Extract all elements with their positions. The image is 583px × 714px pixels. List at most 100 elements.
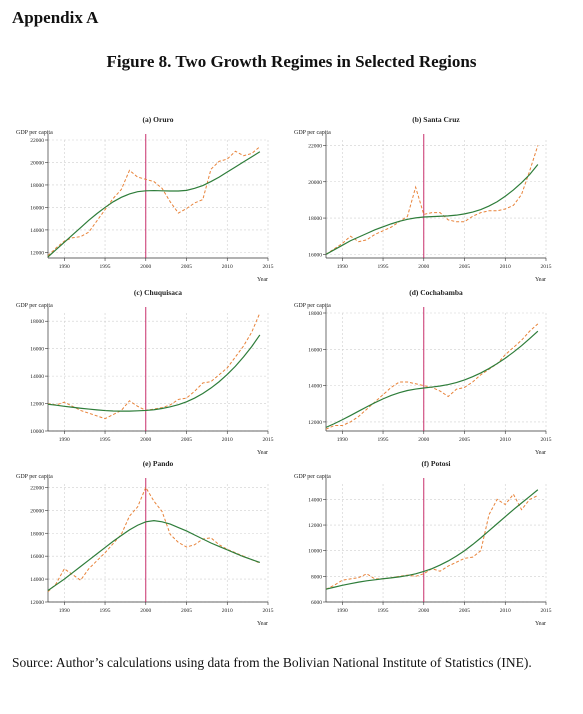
x-tick-label: 1990 (59, 264, 70, 270)
x-tick-label: 2005 (459, 264, 470, 270)
panel-pando: (e) Pando GDP per capita Year 12000 14000 160… (14, 456, 284, 626)
y-axis-label: GDP per capita (294, 130, 331, 136)
x-axis-label: Year (535, 450, 546, 455)
x-tick-label: 2000 (418, 264, 429, 270)
x-tick-label: 2005 (459, 608, 470, 614)
y-tick-label: 20000 (30, 160, 44, 166)
series-line-trend (47, 520, 261, 592)
x-tick-label: 2000 (140, 437, 151, 443)
chart-svg: (d) Cochabamba GDP per capita Year 12000 140… (294, 288, 552, 455)
y-tick-label: 18000 (30, 319, 44, 325)
series-line-actual (325, 493, 539, 590)
y-tick-label: 8000 (311, 574, 322, 580)
chart-title: (c) Chuquisaca (134, 288, 182, 297)
chart-svg: (c) Chuquisaca GDP per capita Year 10000 120… (16, 288, 274, 455)
y-tick-label: 10000 (30, 429, 44, 435)
y-tick-label: 18000 (308, 311, 322, 317)
source-note: Source: Author’s calculations using data… (12, 655, 532, 670)
x-tick-label: 1990 (59, 437, 70, 443)
y-tick-label: 16000 (308, 347, 322, 353)
x-tick-label: 2010 (500, 264, 511, 270)
chart-svg: (b) Santa Cruz GDP per capita Year 16000 180… (294, 115, 552, 282)
y-tick-label: 16000 (30, 205, 44, 211)
x-tick-label: 2015 (541, 264, 552, 270)
chart-svg: (e) Pando GDP per capita Year 12000 14000 160… (16, 459, 274, 626)
panel-chuquisaca: (c) Chuquisaca GDP per capita Year 10000 120… (14, 285, 284, 455)
x-tick-label: 1995 (100, 608, 111, 614)
x-tick-label: 1995 (378, 608, 389, 614)
x-tick-label: 2015 (541, 608, 552, 614)
series-line-trend (47, 334, 261, 412)
x-axis-label: Year (257, 621, 268, 626)
panel-oruro: (a) Oruro GDP per capita Year 12000 14000 160… (14, 112, 284, 282)
y-axis-label: GDP per capita (16, 130, 53, 136)
x-tick-label: 2010 (222, 264, 233, 270)
series-line-actual (325, 145, 539, 255)
x-axis-label: Year (257, 277, 268, 282)
chart-title: (d) Cochabamba (409, 288, 463, 297)
panel-potosi: (f) Potosi GDP per capita Year 6000 8000 1000… (292, 456, 562, 626)
x-tick-label: 1995 (100, 264, 111, 270)
y-axis-label: GDP per capita (16, 303, 53, 309)
x-tick-label: 2000 (418, 437, 429, 443)
x-tick-label: 2000 (140, 608, 151, 614)
x-tick-label: 1995 (378, 437, 389, 443)
x-tick-label: 2010 (222, 608, 233, 614)
chart-title: (b) Santa Cruz (412, 115, 460, 124)
x-axis-label: Year (535, 621, 546, 626)
panel-cochabamba: (d) Cochabamba GDP per capita Year 12000 140… (292, 285, 562, 455)
x-axis-label: Year (257, 450, 268, 455)
y-tick-label: 12000 (308, 523, 322, 529)
x-tick-label: 1995 (378, 264, 389, 270)
chart-svg: (f) Potosi GDP per capita Year 6000 8000 1000… (294, 459, 552, 626)
x-tick-label: 2015 (263, 264, 274, 270)
y-tick-label: 14000 (30, 228, 44, 234)
y-axis-label: GDP per capita (294, 303, 331, 309)
y-tick-label: 20000 (30, 508, 44, 514)
series-line-actual (47, 146, 261, 257)
x-tick-label: 1990 (337, 437, 348, 443)
series-line-trend (47, 151, 261, 258)
x-tick-label: 2010 (222, 437, 233, 443)
y-tick-label: 22000 (30, 485, 44, 491)
x-tick-label: 2015 (263, 608, 274, 614)
y-tick-label: 14000 (30, 577, 44, 583)
y-tick-label: 12000 (30, 402, 44, 408)
figure-title: Figure 8. Two Growth Regimes in Selected… (106, 52, 477, 71)
y-tick-label: 22000 (308, 143, 322, 149)
series-line-actual (325, 323, 539, 430)
y-tick-label: 22000 (30, 138, 44, 144)
y-tick-label: 18000 (30, 183, 44, 189)
series-line-actual (47, 486, 261, 593)
series-line-trend (325, 489, 539, 590)
x-axis-label: Year (535, 277, 546, 282)
x-tick-label: 2005 (181, 264, 192, 270)
y-tick-label: 12000 (30, 600, 44, 606)
y-tick-label: 16000 (30, 347, 44, 353)
y-tick-label: 6000 (311, 600, 322, 606)
y-tick-label: 12000 (308, 420, 322, 426)
y-tick-label: 20000 (308, 180, 322, 186)
x-tick-label: 2000 (418, 608, 429, 614)
series-line-trend (325, 164, 539, 255)
y-tick-label: 18000 (308, 216, 322, 222)
y-tick-label: 10000 (308, 549, 322, 555)
y-tick-label: 16000 (30, 554, 44, 560)
panel-santa-cruz: (b) Santa Cruz GDP per capita Year 16000 180… (292, 112, 562, 282)
y-tick-label: 14000 (308, 384, 322, 390)
series-line-trend (325, 330, 539, 428)
chart-title: (e) Pando (143, 459, 174, 468)
y-tick-label: 16000 (308, 252, 322, 258)
x-tick-label: 2010 (500, 437, 511, 443)
y-axis-label: GDP per capita (16, 474, 53, 480)
x-tick-label: 2015 (263, 437, 274, 443)
x-tick-label: 2015 (541, 437, 552, 443)
y-tick-label: 18000 (30, 531, 44, 537)
y-tick-label: 14000 (30, 374, 44, 380)
x-tick-label: 1990 (337, 264, 348, 270)
x-tick-label: 1990 (59, 608, 70, 614)
x-tick-label: 2005 (181, 437, 192, 443)
y-tick-label: 12000 (30, 250, 44, 256)
x-tick-label: 2000 (140, 264, 151, 270)
x-tick-label: 2005 (181, 608, 192, 614)
